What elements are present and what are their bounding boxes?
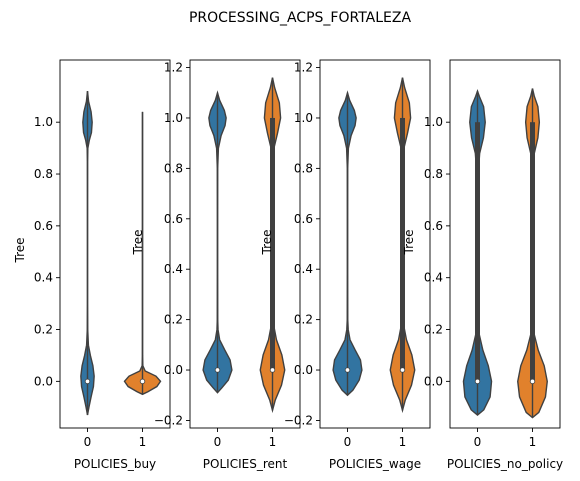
axes-frame	[449, 59, 561, 429]
panel-2: −0.2 0.0 0.2 0.4 0.6 0.8 1.0 1.2 0 1 POLICIES_rent…	[131, 59, 301, 471]
y-tick-label: 0.0	[424, 374, 443, 388]
y-tick-label: 1.0	[424, 115, 443, 129]
y-tick-label: 0.8	[164, 161, 183, 175]
x-axis-label: POLICIES_no_policy	[447, 457, 563, 471]
y-tick-label: 0.4	[34, 271, 53, 285]
y-tick-label: 0.0	[34, 374, 53, 388]
x-axis-label: POLICIES_buy	[74, 457, 156, 471]
violin-iqr	[400, 117, 405, 371]
panel-1: 0.0 0.2 0.4 0.6 0.8 1.0 0 1 POLICIES_buy Tree	[13, 59, 171, 471]
chart-title: PROCESSING_ACPS_FORTALEZA	[189, 10, 412, 26]
axes-frame	[319, 59, 431, 429]
violin-iqr	[270, 117, 275, 371]
violin-1	[123, 111, 162, 396]
panel-4: 0.0 0.2 0.4 0.6 0.8 1.0 0 1 POLICIES_no_policy Tr…	[402, 59, 563, 471]
y-axis-label: Tree	[131, 229, 145, 255]
x-tick-label: 0	[474, 435, 482, 449]
y-tick-label: 0.0	[294, 363, 313, 377]
violin-0	[202, 90, 233, 394]
y-tick-label: 1.2	[164, 61, 183, 75]
y-tick-label: 0.2	[294, 313, 313, 327]
y-tick-label: 0.8	[34, 167, 53, 181]
y-tick-label: 0.6	[424, 219, 443, 233]
y-tick-label: 0.4	[424, 271, 443, 285]
axes-frame	[59, 59, 171, 429]
y-tick-label: 0.8	[424, 167, 443, 181]
violin-iqr	[475, 122, 480, 382]
y-tick-label: 0.0	[164, 363, 183, 377]
violin-median	[214, 367, 221, 373]
y-axis-label: Tree	[402, 229, 416, 255]
y-tick-label: −0.2	[154, 413, 183, 427]
violin-median	[344, 367, 351, 373]
violin-iqr	[530, 122, 535, 382]
violin-0	[332, 90, 363, 397]
violin-1	[389, 77, 416, 414]
x-tick-label: 1	[139, 435, 147, 449]
y-tick-label: −0.2	[284, 413, 313, 427]
violin-1	[259, 77, 286, 414]
y-tick-label: 0.6	[294, 212, 313, 226]
y-tick-label: 1.0	[294, 111, 313, 125]
violin-median	[269, 367, 276, 373]
violin-median	[529, 378, 536, 385]
x-tick-label: 1	[399, 435, 407, 449]
panels: 0.00.20.40.60.81.00 1POLICIES_buyTree−0.2…	[13, 59, 563, 471]
violin-0	[80, 91, 95, 416]
y-tick-label: 0.4	[164, 262, 183, 276]
y-tick-label: 0.8	[294, 161, 313, 175]
violin-median	[139, 378, 146, 385]
violin-0	[462, 88, 493, 416]
y-axis-label: Tree	[13, 237, 27, 263]
panel-3: −0.2 0.0 0.2 0.4 0.6 0.8 1.0 1.2 0 1 POLICIES_wage…	[260, 59, 431, 471]
axes-frame	[189, 59, 301, 429]
x-tick-label: 0	[84, 435, 92, 449]
x-tick-label: 0	[344, 435, 352, 449]
violin-1	[517, 88, 548, 419]
y-tick-label: 0.4	[294, 262, 313, 276]
x-tick-label: 1	[529, 435, 537, 449]
y-axis-label: Tree	[260, 229, 274, 255]
x-tick-label: 1	[269, 435, 277, 449]
y-tick-label: 1.0	[164, 111, 183, 125]
y-tick-label: 0.6	[34, 219, 53, 233]
y-tick-label: 0.2	[424, 323, 443, 337]
x-axis-label: POLICIES_rent	[203, 457, 288, 471]
x-axis-label: POLICIES_wage	[329, 457, 421, 471]
y-tick-label: 0.6	[164, 212, 183, 226]
violin-median	[399, 367, 406, 373]
y-tick-label: 1.2	[294, 61, 313, 75]
y-tick-label: 0.2	[164, 313, 183, 327]
violin-median	[474, 378, 481, 385]
violin-median	[84, 378, 91, 385]
y-tick-label: 1.0	[34, 115, 53, 129]
y-tick-label: 0.2	[34, 323, 53, 337]
x-tick-label: 0	[214, 435, 222, 449]
